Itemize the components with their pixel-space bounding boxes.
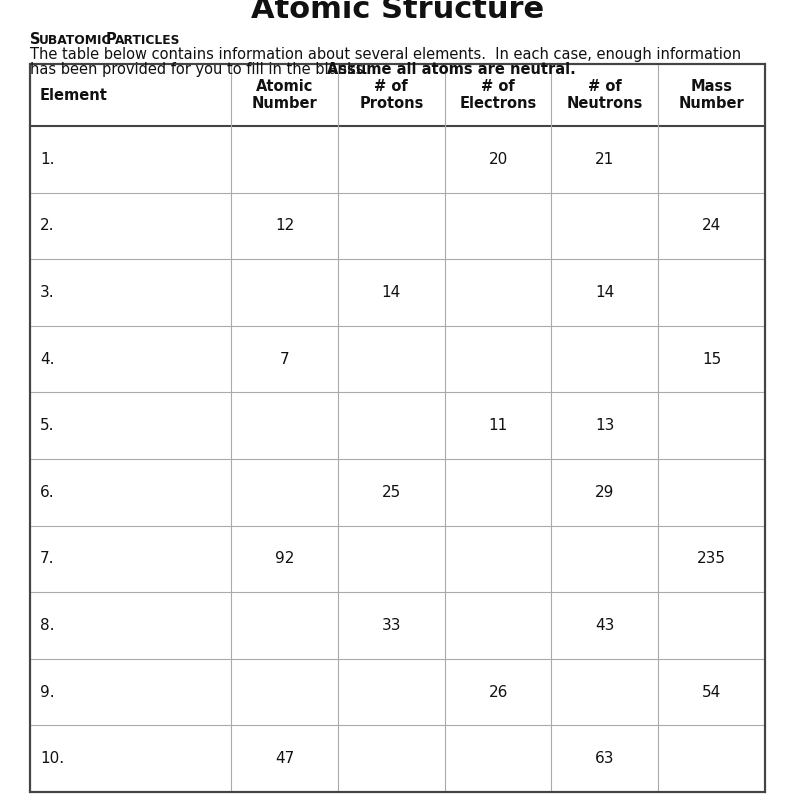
Text: Mass
Number: Mass Number [679, 79, 744, 111]
Text: 235: 235 [697, 552, 726, 566]
Text: 21: 21 [595, 152, 615, 167]
Text: 29: 29 [595, 484, 615, 500]
Text: 9.: 9. [40, 685, 55, 699]
Text: 5.: 5. [40, 418, 55, 433]
Text: UBATOMIC: UBATOMIC [39, 34, 112, 47]
Text: 14: 14 [382, 285, 401, 300]
Text: # of
Protons: # of Protons [359, 79, 424, 111]
Text: 10.: 10. [40, 751, 64, 766]
Text: 43: 43 [595, 618, 615, 633]
Text: 33: 33 [382, 618, 401, 633]
Text: 1.: 1. [40, 152, 55, 167]
Text: S: S [30, 32, 41, 47]
Text: Assume all atoms are neutral.: Assume all atoms are neutral. [328, 62, 576, 77]
Text: 15: 15 [702, 351, 721, 367]
Text: 20: 20 [488, 152, 508, 167]
Text: 25: 25 [382, 484, 401, 500]
Text: 2.: 2. [40, 218, 55, 233]
Text: 6.: 6. [40, 484, 55, 500]
Text: # of
Neutrons: # of Neutrons [567, 79, 643, 111]
Text: has been provided for you to fill in the blanks.: has been provided for you to fill in the… [30, 62, 378, 77]
Text: 7: 7 [280, 351, 289, 367]
Text: Element: Element [40, 87, 108, 103]
Text: 63: 63 [595, 751, 615, 766]
Text: 14: 14 [595, 285, 615, 300]
Text: 24: 24 [702, 218, 721, 233]
Text: 7.: 7. [40, 552, 55, 566]
Text: 92: 92 [275, 552, 294, 566]
Text: Atomic Structure: Atomic Structure [251, 0, 544, 24]
Text: P: P [106, 32, 116, 47]
Text: 47: 47 [275, 751, 294, 766]
Text: Atomic
Number: Atomic Number [252, 79, 317, 111]
Text: 11: 11 [488, 418, 508, 433]
Text: The table below contains information about several elements.  In each case, enou: The table below contains information abo… [30, 47, 741, 62]
Text: 8.: 8. [40, 618, 55, 633]
Text: 12: 12 [275, 218, 294, 233]
Text: ARTICLES: ARTICLES [114, 34, 180, 47]
Text: 13: 13 [595, 418, 615, 433]
Text: 4.: 4. [40, 351, 55, 367]
Text: 26: 26 [488, 685, 508, 699]
Text: # of
Electrons: # of Electrons [460, 79, 537, 111]
Text: 3.: 3. [40, 285, 55, 300]
Text: 54: 54 [702, 685, 721, 699]
